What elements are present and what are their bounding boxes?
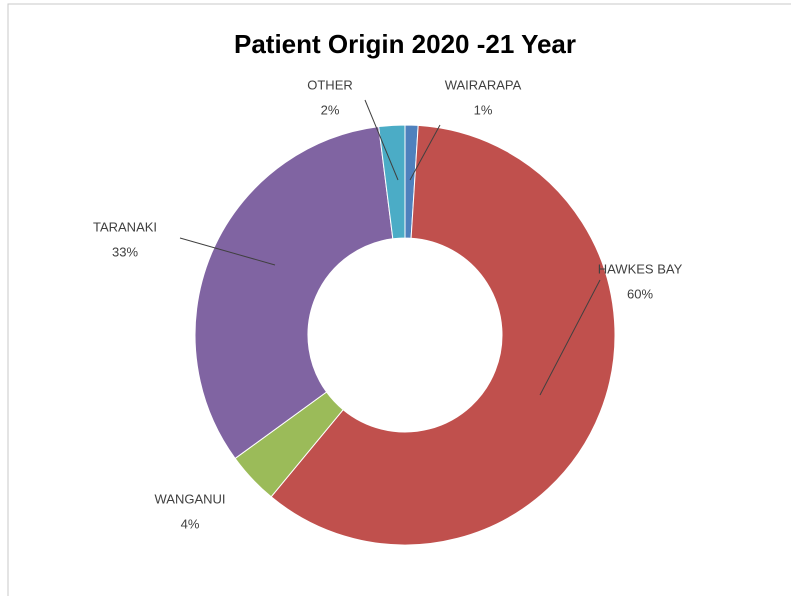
slice-value-label: 33%: [112, 244, 138, 259]
donut-slice: [270, 124, 616, 546]
slice-category-label: HAWKES BAY: [598, 261, 683, 276]
slice-value-label: 60%: [627, 286, 653, 301]
slice-category-label: OTHER: [307, 77, 353, 92]
donut-slice: [194, 126, 394, 460]
donut-slice: [378, 124, 406, 240]
chart-title: Patient Origin 2020 -21 Year: [234, 29, 576, 59]
leader-line: [364, 99, 399, 181]
chart-frame: [7, 3, 791, 596]
slice-category-label: TARANAKI: [93, 219, 157, 234]
slice-value-label: 2%: [321, 102, 340, 117]
leader-line: [539, 279, 601, 396]
leader-line: [409, 124, 441, 181]
slice-category-label: WANGANUI: [154, 491, 225, 506]
slice-value-label: 4%: [181, 516, 200, 531]
leader-line: [179, 237, 276, 266]
slice-value-label: 1%: [474, 102, 493, 117]
slice-category-label: WAIRARAPA: [445, 77, 522, 92]
